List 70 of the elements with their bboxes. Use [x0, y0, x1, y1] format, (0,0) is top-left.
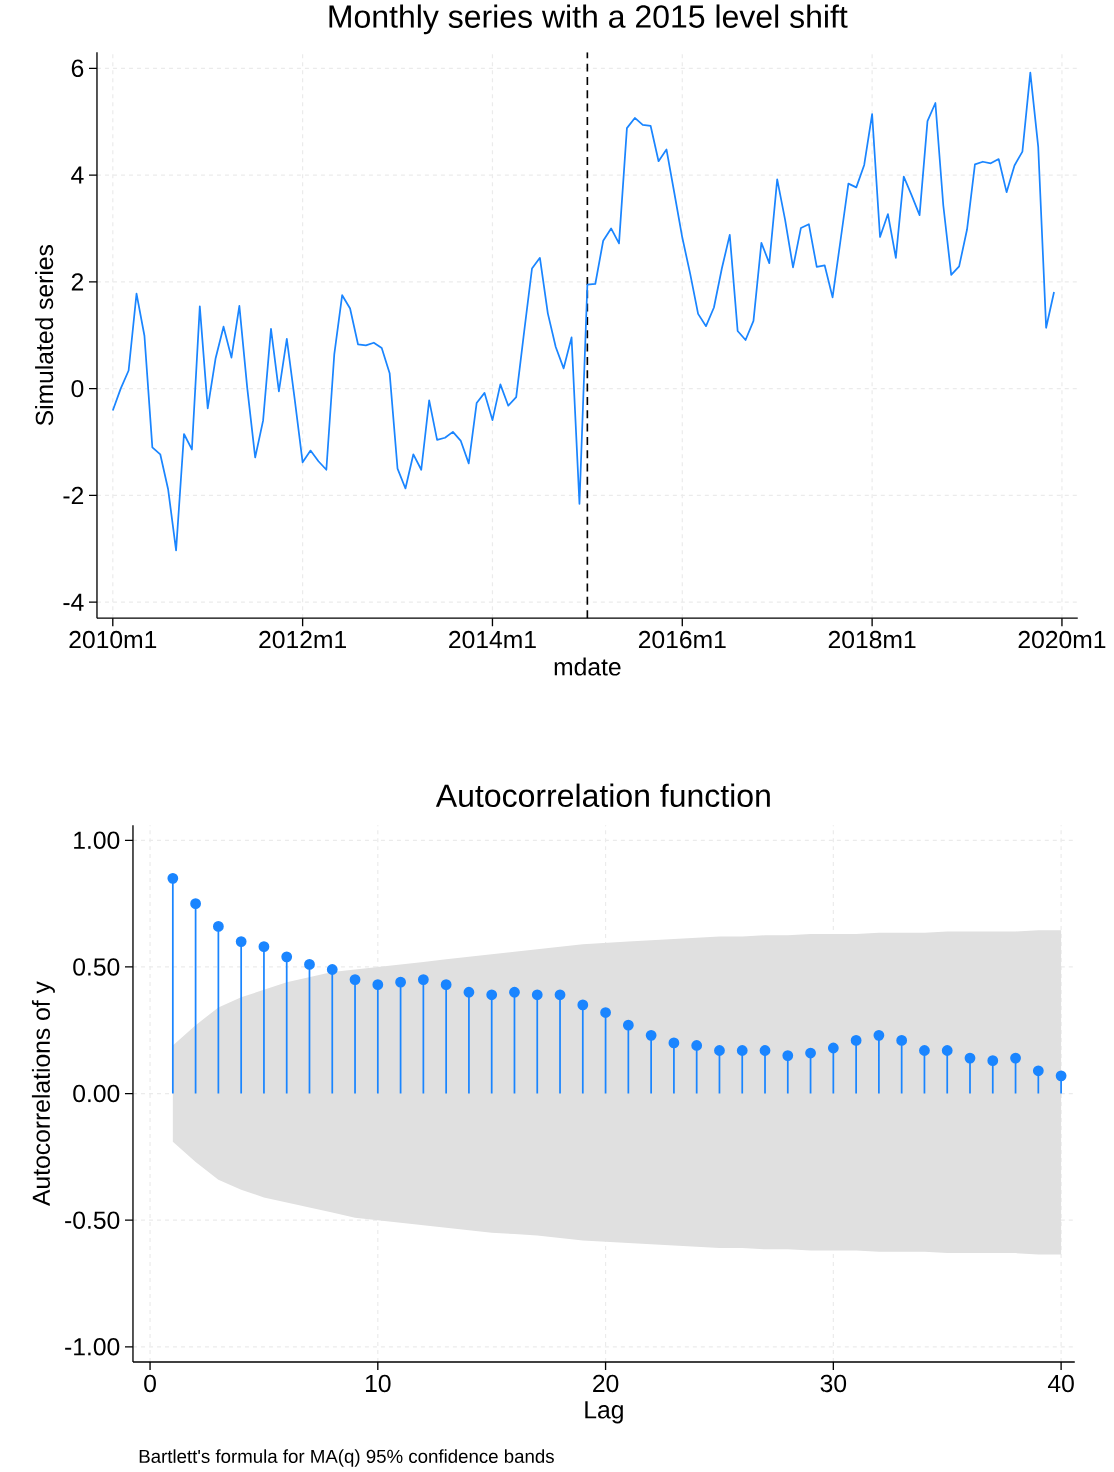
- x-axis-title: Lag: [585, 1401, 623, 1424]
- point: [326, 964, 338, 975]
- y-axis-title: Simulated series: [35, 245, 54, 426]
- point: [896, 1034, 908, 1046]
- point: [577, 999, 589, 1011]
- point: [167, 872, 179, 884]
- y-tick-label: -0.50: [65, 1211, 120, 1229]
- point: [691, 1040, 703, 1051]
- point: [919, 1045, 930, 1056]
- point: [850, 1034, 862, 1046]
- chart-title: Monthly series with a 2015 level shift: [329, 4, 848, 35]
- x-tick-label: 2016m1: [639, 630, 726, 649]
- text: Bartlett's formula for MA(q) 95% confidence bands: [139, 1449, 555, 1467]
- point: [759, 1045, 771, 1056]
- point: [1033, 1065, 1044, 1077]
- point: [805, 1047, 817, 1059]
- point: [395, 976, 407, 988]
- point: [531, 989, 543, 1001]
- line-series: [112, 71, 1056, 552]
- point: [349, 974, 361, 986]
- point: [782, 1050, 794, 1061]
- x-tick-label: 2010m1: [69, 630, 157, 649]
- point: [668, 1037, 680, 1049]
- y-tick-label: 0.50: [73, 958, 120, 976]
- point: [486, 989, 498, 1001]
- point: [213, 921, 224, 932]
- point: [1010, 1052, 1022, 1064]
- y-tick-label: 6: [71, 59, 84, 78]
- point: [281, 951, 293, 963]
- point: [873, 1029, 885, 1041]
- point: [463, 986, 475, 998]
- x-tick-label: 10: [366, 1374, 391, 1393]
- x-tick-label: 20: [593, 1374, 619, 1393]
- point: [645, 1029, 657, 1041]
- point: [736, 1045, 748, 1056]
- y-axis-title: Autocorrelations of y: [32, 981, 56, 1206]
- point: [190, 898, 202, 910]
- x-tick-label: 2018m1: [828, 630, 916, 649]
- x-tick-label: 0: [144, 1374, 157, 1393]
- point: [554, 989, 566, 1001]
- point: [304, 959, 316, 970]
- x-tick-label: 30: [820, 1374, 847, 1393]
- y-tick-label: 0.00: [73, 1084, 120, 1103]
- point: [941, 1045, 953, 1056]
- x-axis-title: mdate: [554, 657, 621, 676]
- point: [714, 1045, 725, 1056]
- y-tick-label: -1.00: [65, 1338, 120, 1356]
- point: [509, 986, 520, 998]
- x-tick-label: 2014m1: [449, 630, 536, 649]
- point: [600, 1007, 612, 1018]
- y-tick-label: -4: [63, 593, 84, 611]
- x-tick-label: 2012m1: [259, 630, 347, 649]
- point: [372, 979, 384, 991]
- y-tick-label: -2: [63, 486, 84, 504]
- x-tick-label: 2020m1: [1018, 630, 1106, 649]
- point: [440, 979, 452, 991]
- point: [828, 1042, 839, 1054]
- x-tick-label: 40: [1048, 1374, 1074, 1393]
- y-tick-label: 4: [71, 166, 84, 184]
- point: [258, 941, 270, 953]
- point: [987, 1055, 999, 1067]
- y-tick-label: 1.00: [74, 831, 120, 850]
- y-tick-label: 2: [71, 273, 84, 291]
- point: [418, 974, 429, 986]
- point: [235, 936, 247, 948]
- point: [964, 1052, 976, 1064]
- point: [623, 1019, 634, 1031]
- y-tick-label: 0: [71, 379, 84, 398]
- point: [1055, 1070, 1067, 1082]
- chart-title: Autocorrelation function: [435, 783, 770, 808]
